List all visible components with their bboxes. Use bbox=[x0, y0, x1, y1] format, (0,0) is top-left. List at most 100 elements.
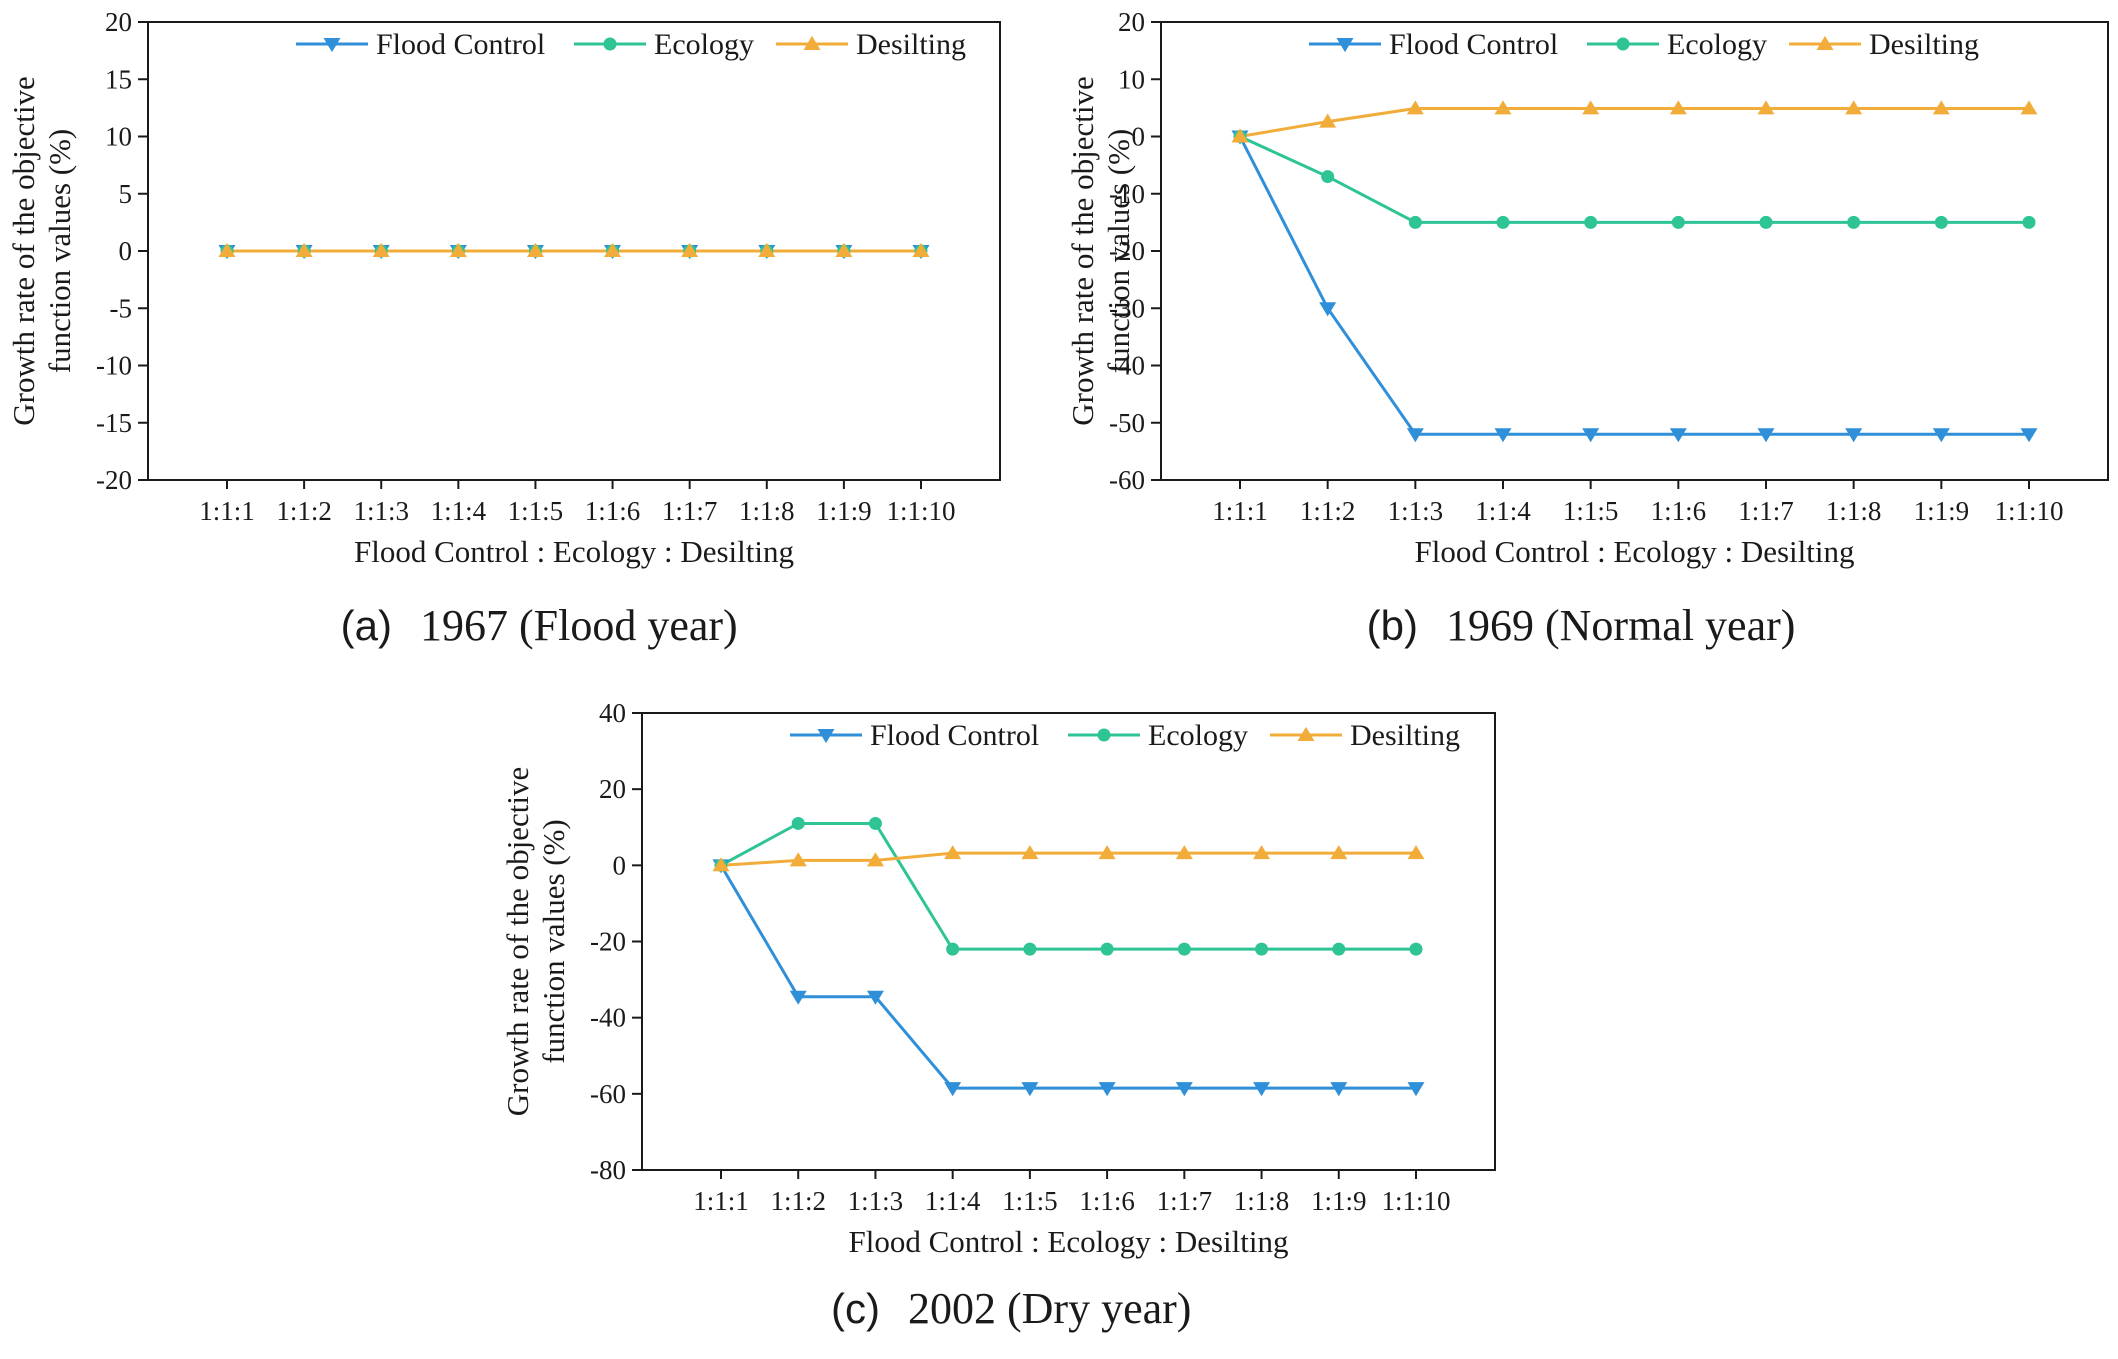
data-point-desilting bbox=[449, 242, 467, 257]
caption-letter: (b) bbox=[1367, 602, 1418, 649]
y-axis-title-line2: function values (%) bbox=[42, 129, 77, 373]
data-point-desilting bbox=[1932, 100, 1950, 115]
data-point-desilting bbox=[295, 242, 313, 257]
data-point-desilting bbox=[789, 852, 807, 867]
data-point-ecology bbox=[1934, 215, 1948, 229]
data-point-flood-control bbox=[1406, 428, 1424, 443]
data-point-ecology bbox=[1100, 942, 1114, 956]
data-point-flood-control bbox=[1932, 428, 1950, 443]
data-point-ecology bbox=[1409, 942, 1423, 956]
data-point-ecology bbox=[1671, 215, 1685, 229]
y-tick-label: 15 bbox=[105, 64, 132, 94]
y-tick-label: 10 bbox=[105, 122, 132, 152]
data-point-flood-control bbox=[1669, 428, 1687, 443]
x-tick-label: 1:1:2 bbox=[276, 496, 332, 526]
data-point-desilting bbox=[681, 242, 699, 257]
x-tick-label: 1:1:2 bbox=[770, 1186, 826, 1216]
x-tick-label: 1:1:1 bbox=[1212, 496, 1268, 526]
x-tick-label: 1:1:10 bbox=[1994, 496, 2063, 526]
y-tick-label: 0 bbox=[613, 850, 627, 880]
x-tick-label: 1:1:6 bbox=[585, 496, 641, 526]
x-tick-label: 1:1:5 bbox=[508, 496, 564, 526]
legend-label: Ecology bbox=[654, 28, 754, 61]
data-point-flood-control bbox=[789, 990, 807, 1005]
x-tick-label: 1:1:8 bbox=[1826, 496, 1882, 526]
caption-letter: (a) bbox=[341, 602, 392, 649]
data-point-desilting bbox=[758, 242, 776, 257]
y-tick-label: 40 bbox=[599, 698, 626, 728]
caption-text: 1967 (Flood year) bbox=[420, 601, 738, 650]
data-point-flood-control bbox=[1757, 428, 1775, 443]
data-point-desilting bbox=[944, 845, 962, 860]
caption-text: 2002 (Dry year) bbox=[908, 1284, 1191, 1333]
legend-swatch-marker bbox=[603, 37, 617, 51]
x-tick-label: 1:1:3 bbox=[1388, 496, 1444, 526]
x-tick-label: 1:1:2 bbox=[1300, 496, 1356, 526]
data-point-flood-control bbox=[1021, 1082, 1039, 1097]
y-tick-label: -5 bbox=[110, 293, 133, 323]
x-tick-label: 1:1:9 bbox=[1914, 496, 1970, 526]
data-point-ecology bbox=[1759, 215, 1773, 229]
x-tick-label: 1:1:6 bbox=[1651, 496, 1707, 526]
y-tick-label: 0 bbox=[1132, 122, 1146, 152]
series-line-ecology bbox=[1239, 135, 2029, 224]
x-tick-label: 1:1:10 bbox=[1381, 1186, 1450, 1216]
y-tick-label: 20 bbox=[1118, 7, 1145, 37]
y-axis-title-line2: function values (%) bbox=[1101, 129, 1136, 373]
series-line-ecology bbox=[720, 821, 1416, 951]
data-point-desilting bbox=[1319, 113, 1337, 128]
data-point-ecology bbox=[1847, 215, 1861, 229]
plot-frame bbox=[641, 712, 1496, 1171]
legend-swatch-marker bbox=[323, 38, 341, 53]
data-point-ecology bbox=[1408, 215, 1422, 229]
data-point-ecology bbox=[1584, 215, 1598, 229]
data-point-flood-control bbox=[944, 1082, 962, 1097]
data-point-flood-control bbox=[1253, 1082, 1271, 1097]
chart-panel-b: 20 10 0 -10 -20 -30 -40 -50 -60 1:1:1 1:1:2 1:1:3 1:… bbox=[1059, 0, 2118, 660]
x-tick-label: 1:1:7 bbox=[662, 496, 718, 526]
y-tick-label: 20 bbox=[105, 7, 132, 37]
legend-label: Flood Control bbox=[870, 719, 1039, 752]
legend-swatch-marker bbox=[1097, 728, 1111, 742]
data-point-flood-control bbox=[1098, 1082, 1116, 1097]
data-point-flood-control bbox=[866, 990, 884, 1005]
y-tick-label: -40 bbox=[590, 1003, 626, 1033]
series-line-desilting bbox=[1239, 106, 2029, 138]
y-tick-label: -20 bbox=[96, 465, 132, 495]
data-point-flood-control bbox=[2020, 428, 2038, 443]
legend-swatch-marker bbox=[1816, 35, 1834, 50]
data-point-flood-control bbox=[1582, 428, 1600, 443]
x-tick-label: 1:1:9 bbox=[816, 496, 872, 526]
chart-panel-c: 40 20 0 -20 -40 -60 -80 1:1:1 1:1:2 1:1:3 1:1:4 1:1… bbox=[494, 690, 1553, 1354]
x-tick-label: 1:1:10 bbox=[886, 496, 955, 526]
legend-label: Desilting bbox=[1869, 28, 1979, 61]
legend-label: Ecology bbox=[1667, 28, 1767, 61]
x-tick-label: 1:1:4 bbox=[431, 496, 487, 526]
x-axis-title: Flood Control : Ecology : Desilting bbox=[1414, 534, 1854, 569]
y-tick-label: -20 bbox=[1109, 236, 1145, 266]
y-tick-label: -50 bbox=[1109, 408, 1145, 438]
x-tick-label: 1:1:4 bbox=[1475, 496, 1531, 526]
data-point-ecology bbox=[1332, 942, 1346, 956]
data-point-ecology bbox=[2022, 215, 2036, 229]
legend-swatch-marker bbox=[1297, 726, 1315, 741]
data-point-ecology bbox=[1255, 942, 1269, 956]
legend-swatch-marker bbox=[803, 35, 821, 50]
data-point-flood-control bbox=[1494, 428, 1512, 443]
legend-label: Desilting bbox=[856, 28, 966, 61]
data-point-desilting bbox=[1406, 100, 1424, 115]
data-point-ecology bbox=[1321, 170, 1335, 184]
chart-c-svg: 40 20 0 -20 -40 -60 -80 1:1:1 1:1:2 1:1:3 1:1:4 1:1… bbox=[500, 698, 1496, 1333]
y-tick-label: -80 bbox=[590, 1155, 626, 1185]
data-point-desilting bbox=[1021, 845, 1039, 860]
data-point-desilting bbox=[1175, 845, 1193, 860]
x-tick-label: 1:1:5 bbox=[1002, 1186, 1058, 1216]
data-point-flood-control bbox=[1330, 1082, 1348, 1097]
y-tick-label: 20 bbox=[599, 774, 626, 804]
y-tick-label: -60 bbox=[1109, 465, 1145, 495]
y-tick-label: 5 bbox=[119, 179, 133, 209]
legend-swatch-marker bbox=[1336, 38, 1354, 53]
data-point-desilting bbox=[1330, 845, 1348, 860]
chart-a-svg: 20 15 10 5 0 -5 -10 -15 -20 1:1:1 1:1:2 1:1:3 1:1:4 1… bbox=[6, 7, 1001, 650]
data-point-desilting bbox=[526, 242, 544, 257]
